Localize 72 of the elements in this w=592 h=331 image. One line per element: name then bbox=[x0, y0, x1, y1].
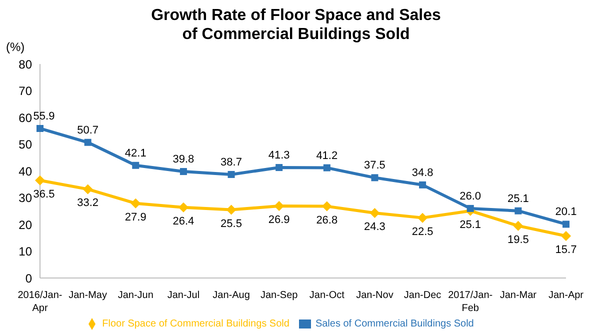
data-label: 24.3 bbox=[364, 220, 386, 233]
y-tick-label: 70 bbox=[18, 84, 32, 98]
point bbox=[466, 204, 474, 212]
point bbox=[180, 168, 187, 176]
point bbox=[514, 207, 522, 214]
data-label: 20.1 bbox=[555, 206, 577, 218]
point bbox=[274, 201, 284, 212]
point bbox=[419, 181, 426, 188]
point bbox=[130, 198, 141, 208]
x-tick-label: Jan-Apr bbox=[548, 290, 584, 301]
data-label: 26.9 bbox=[268, 214, 290, 226]
data-label: 55.9 bbox=[33, 110, 55, 122]
data-label: 50.7 bbox=[77, 124, 99, 136]
x-tick-label: Jan-Aug bbox=[212, 290, 250, 301]
x-tick-label: 2017/Jan-Feb bbox=[448, 290, 493, 314]
y-tick-label: 40 bbox=[18, 164, 32, 178]
data-label: 27.9 bbox=[124, 211, 146, 224]
point bbox=[322, 201, 332, 212]
x-tick-label: Jan-Jul bbox=[167, 290, 200, 301]
point bbox=[371, 174, 378, 182]
point bbox=[178, 202, 188, 212]
x-tick-label: Jan-Dec bbox=[404, 290, 442, 301]
x-tick-label: Jan-Jun bbox=[118, 290, 154, 301]
x-tick-label: Jan-Nov bbox=[356, 290, 394, 301]
point bbox=[513, 220, 524, 231]
data-label: 26.0 bbox=[460, 190, 482, 202]
data-label: 41.3 bbox=[268, 150, 290, 162]
data-label: 36.5 bbox=[33, 188, 55, 200]
point bbox=[35, 175, 45, 186]
x-tick-label: Jan-Oct bbox=[309, 290, 345, 301]
data-label: 42.1 bbox=[124, 147, 146, 160]
legend-label: Sales of Commercial Buildings Sold bbox=[315, 318, 474, 330]
x-tick-label: Jan-May bbox=[68, 290, 107, 301]
data-label: 39.8 bbox=[172, 154, 194, 166]
y-tick-label: 10 bbox=[18, 244, 32, 259]
point bbox=[561, 231, 571, 242]
data-label: 41.2 bbox=[316, 150, 338, 162]
point bbox=[370, 208, 380, 218]
data-label: 25.5 bbox=[220, 218, 242, 230]
y-tick-label: 80 bbox=[18, 57, 32, 72]
point bbox=[132, 162, 140, 169]
data-label: 34.8 bbox=[412, 166, 434, 179]
data-label: 22.5 bbox=[412, 226, 434, 238]
point bbox=[36, 124, 44, 132]
data-label: 25.1 bbox=[460, 218, 482, 231]
point bbox=[562, 220, 570, 228]
y-axis-title: (%) bbox=[6, 40, 25, 54]
y-tick-label: 20 bbox=[18, 218, 32, 232]
point bbox=[226, 204, 236, 215]
point bbox=[82, 184, 93, 194]
point bbox=[228, 170, 235, 178]
y-tick-label: 50 bbox=[18, 138, 32, 152]
data-label: 25.1 bbox=[507, 192, 529, 205]
point bbox=[323, 164, 330, 172]
chart-title: Growth Rate of Floor Space and Sales of Commercial Buildings Sold bbox=[150, 6, 442, 43]
point bbox=[84, 138, 92, 146]
data-label: 26.4 bbox=[172, 215, 194, 228]
data-label: 38.7 bbox=[220, 156, 242, 168]
y-tick-label: 30 bbox=[18, 191, 32, 206]
data-label: 37.5 bbox=[364, 160, 386, 172]
data-label: 15.7 bbox=[555, 244, 577, 256]
point bbox=[418, 212, 428, 223]
data-label: 33.2 bbox=[77, 197, 99, 210]
point bbox=[276, 164, 283, 172]
y-tick-label: 0 bbox=[25, 271, 32, 286]
x-tick-label: Jan-Sep bbox=[260, 290, 298, 301]
data-label: 26.8 bbox=[316, 214, 338, 226]
legend-label: Floor Space of Commercial Buildings Sold bbox=[102, 318, 290, 330]
data-label: 19.5 bbox=[507, 234, 529, 246]
x-tick-label: 2016/Jan-Apr bbox=[18, 290, 62, 314]
y-tick-label: 60 bbox=[18, 110, 32, 125]
x-tick-label: Jan-Mar bbox=[500, 290, 538, 301]
